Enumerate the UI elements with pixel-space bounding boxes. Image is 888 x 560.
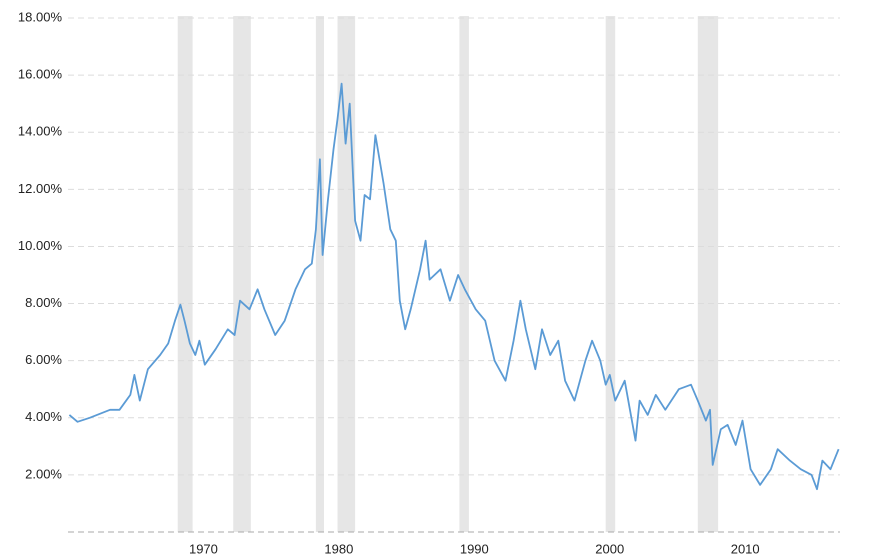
line-series — [68, 82, 840, 491]
y-tick-label: 6.00% — [25, 352, 62, 367]
y-tick-label: 16.00% — [18, 67, 63, 82]
recession-band — [697, 16, 719, 532]
y-tick-label: 2.00% — [25, 466, 62, 481]
recession-band — [315, 16, 324, 532]
x-tick-label: 1970 — [189, 541, 218, 556]
y-tick-label: 14.00% — [18, 124, 63, 139]
recession-band — [459, 16, 469, 532]
recession-band — [605, 16, 616, 532]
y-tick-label: 10.00% — [18, 238, 63, 253]
y-tick-label: 18.00% — [18, 9, 63, 24]
y-tick-label: 12.00% — [18, 181, 63, 196]
y-tick-label: 8.00% — [25, 295, 62, 310]
x-tick-label: 2000 — [595, 541, 624, 556]
recession-band — [177, 16, 193, 532]
x-tick-label: 2010 — [731, 541, 760, 556]
x-tick-label: 1980 — [324, 541, 353, 556]
y-tick-label: 4.00% — [25, 409, 62, 424]
x-tick-label: 1990 — [460, 541, 489, 556]
recession-band — [233, 16, 251, 532]
